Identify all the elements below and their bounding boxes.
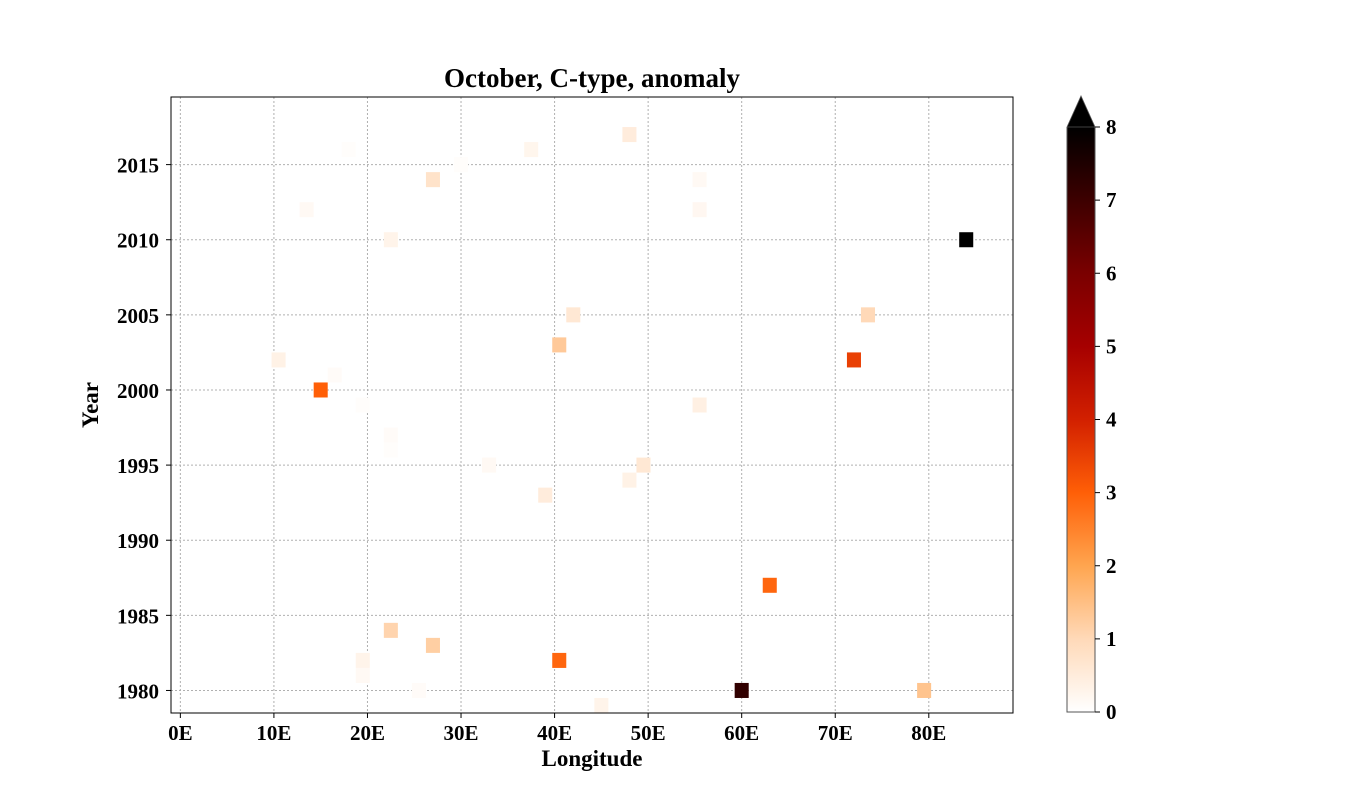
y-axis-ticks: 1980 1985 1990 1995 2000 2005 2010 2015: [117, 154, 171, 703]
colorbar: 0 1 2 3 4 5 6 7 8: [1066, 95, 1117, 724]
data-cell: [762, 577, 777, 593]
x-axis-label: Longitude: [542, 746, 643, 771]
data-cell: [566, 307, 581, 323]
x-tick-label: 50E: [631, 721, 666, 745]
data-cell: [355, 652, 370, 668]
x-tick-label: 60E: [724, 721, 759, 745]
data-cell: [636, 457, 651, 473]
colorbar-tick-label: 6: [1106, 261, 1117, 285]
y-axis-label: Year: [78, 382, 103, 428]
data-cell: [355, 397, 370, 413]
colorbar-gradient: [1067, 127, 1095, 712]
x-tick-label: 0E: [168, 721, 193, 745]
data-cell: [552, 337, 567, 353]
data-cell: [383, 427, 398, 443]
data-cells: [271, 127, 974, 713]
data-cell: [271, 352, 286, 368]
data-cell: [425, 637, 440, 653]
grid-lines: [171, 97, 1013, 713]
colorbar-tick-label: 0: [1106, 700, 1117, 724]
colorbar-ticks: 0 1 2 3 4 5 6 7 8: [1095, 115, 1117, 724]
data-cell: [622, 127, 637, 143]
data-cell: [552, 652, 567, 668]
data-cell: [341, 142, 356, 158]
data-cell: [692, 202, 707, 218]
colorbar-extend-arrow: [1066, 95, 1096, 128]
y-tick-label: 1980: [117, 679, 159, 703]
data-cell: [734, 682, 749, 698]
x-tick-label: 10E: [256, 721, 291, 745]
data-cell: [524, 142, 539, 158]
data-cell: [959, 232, 974, 248]
data-cell: [594, 697, 609, 713]
y-tick-label: 2000: [117, 379, 159, 403]
y-tick-label: 1995: [117, 454, 159, 478]
data-cell: [425, 172, 440, 188]
colorbar-tick-label: 5: [1106, 334, 1117, 358]
colorbar-tick-label: 4: [1106, 408, 1117, 432]
data-cell: [411, 682, 426, 698]
plot-frame: [170, 96, 1014, 714]
colorbar-tick-label: 1: [1106, 627, 1117, 651]
data-cell: [917, 682, 932, 698]
data-cell: [860, 307, 876, 323]
data-cell: [383, 622, 398, 638]
data-cell: [692, 172, 707, 188]
data-cell: [622, 472, 637, 488]
x-axis-ticks: 0E 10E 20E 30E 40E 50E 60E 70E 80E: [168, 713, 946, 745]
x-tick-label: 80E: [911, 721, 946, 745]
y-tick-label: 1990: [117, 529, 159, 553]
data-cell: [692, 397, 707, 413]
data-cell: [538, 487, 553, 503]
data-cell: [383, 232, 398, 248]
colorbar-tick-label: 3: [1106, 481, 1117, 505]
colorbar-tick-label: 8: [1106, 115, 1117, 139]
data-cell: [355, 667, 370, 683]
y-tick-label: 2005: [117, 304, 159, 328]
chart-title: October, C-type, anomaly: [444, 63, 740, 93]
y-tick-label: 2015: [117, 154, 159, 178]
data-cell: [313, 382, 328, 398]
data-cell: [482, 457, 497, 473]
x-tick-label: 70E: [818, 721, 853, 745]
data-cell: [383, 442, 398, 458]
colorbar-tick-label: 2: [1106, 554, 1117, 578]
data-cell: [327, 367, 342, 383]
y-tick-label: 1985: [117, 604, 159, 628]
data-cell: [299, 202, 314, 218]
y-tick-label: 2010: [117, 229, 159, 253]
x-tick-label: 30E: [444, 721, 479, 745]
data-cell: [846, 352, 861, 368]
x-tick-label: 40E: [537, 721, 572, 745]
colorbar-tick-label: 7: [1106, 188, 1117, 212]
data-cell: [454, 157, 469, 173]
x-tick-label: 20E: [350, 721, 385, 745]
